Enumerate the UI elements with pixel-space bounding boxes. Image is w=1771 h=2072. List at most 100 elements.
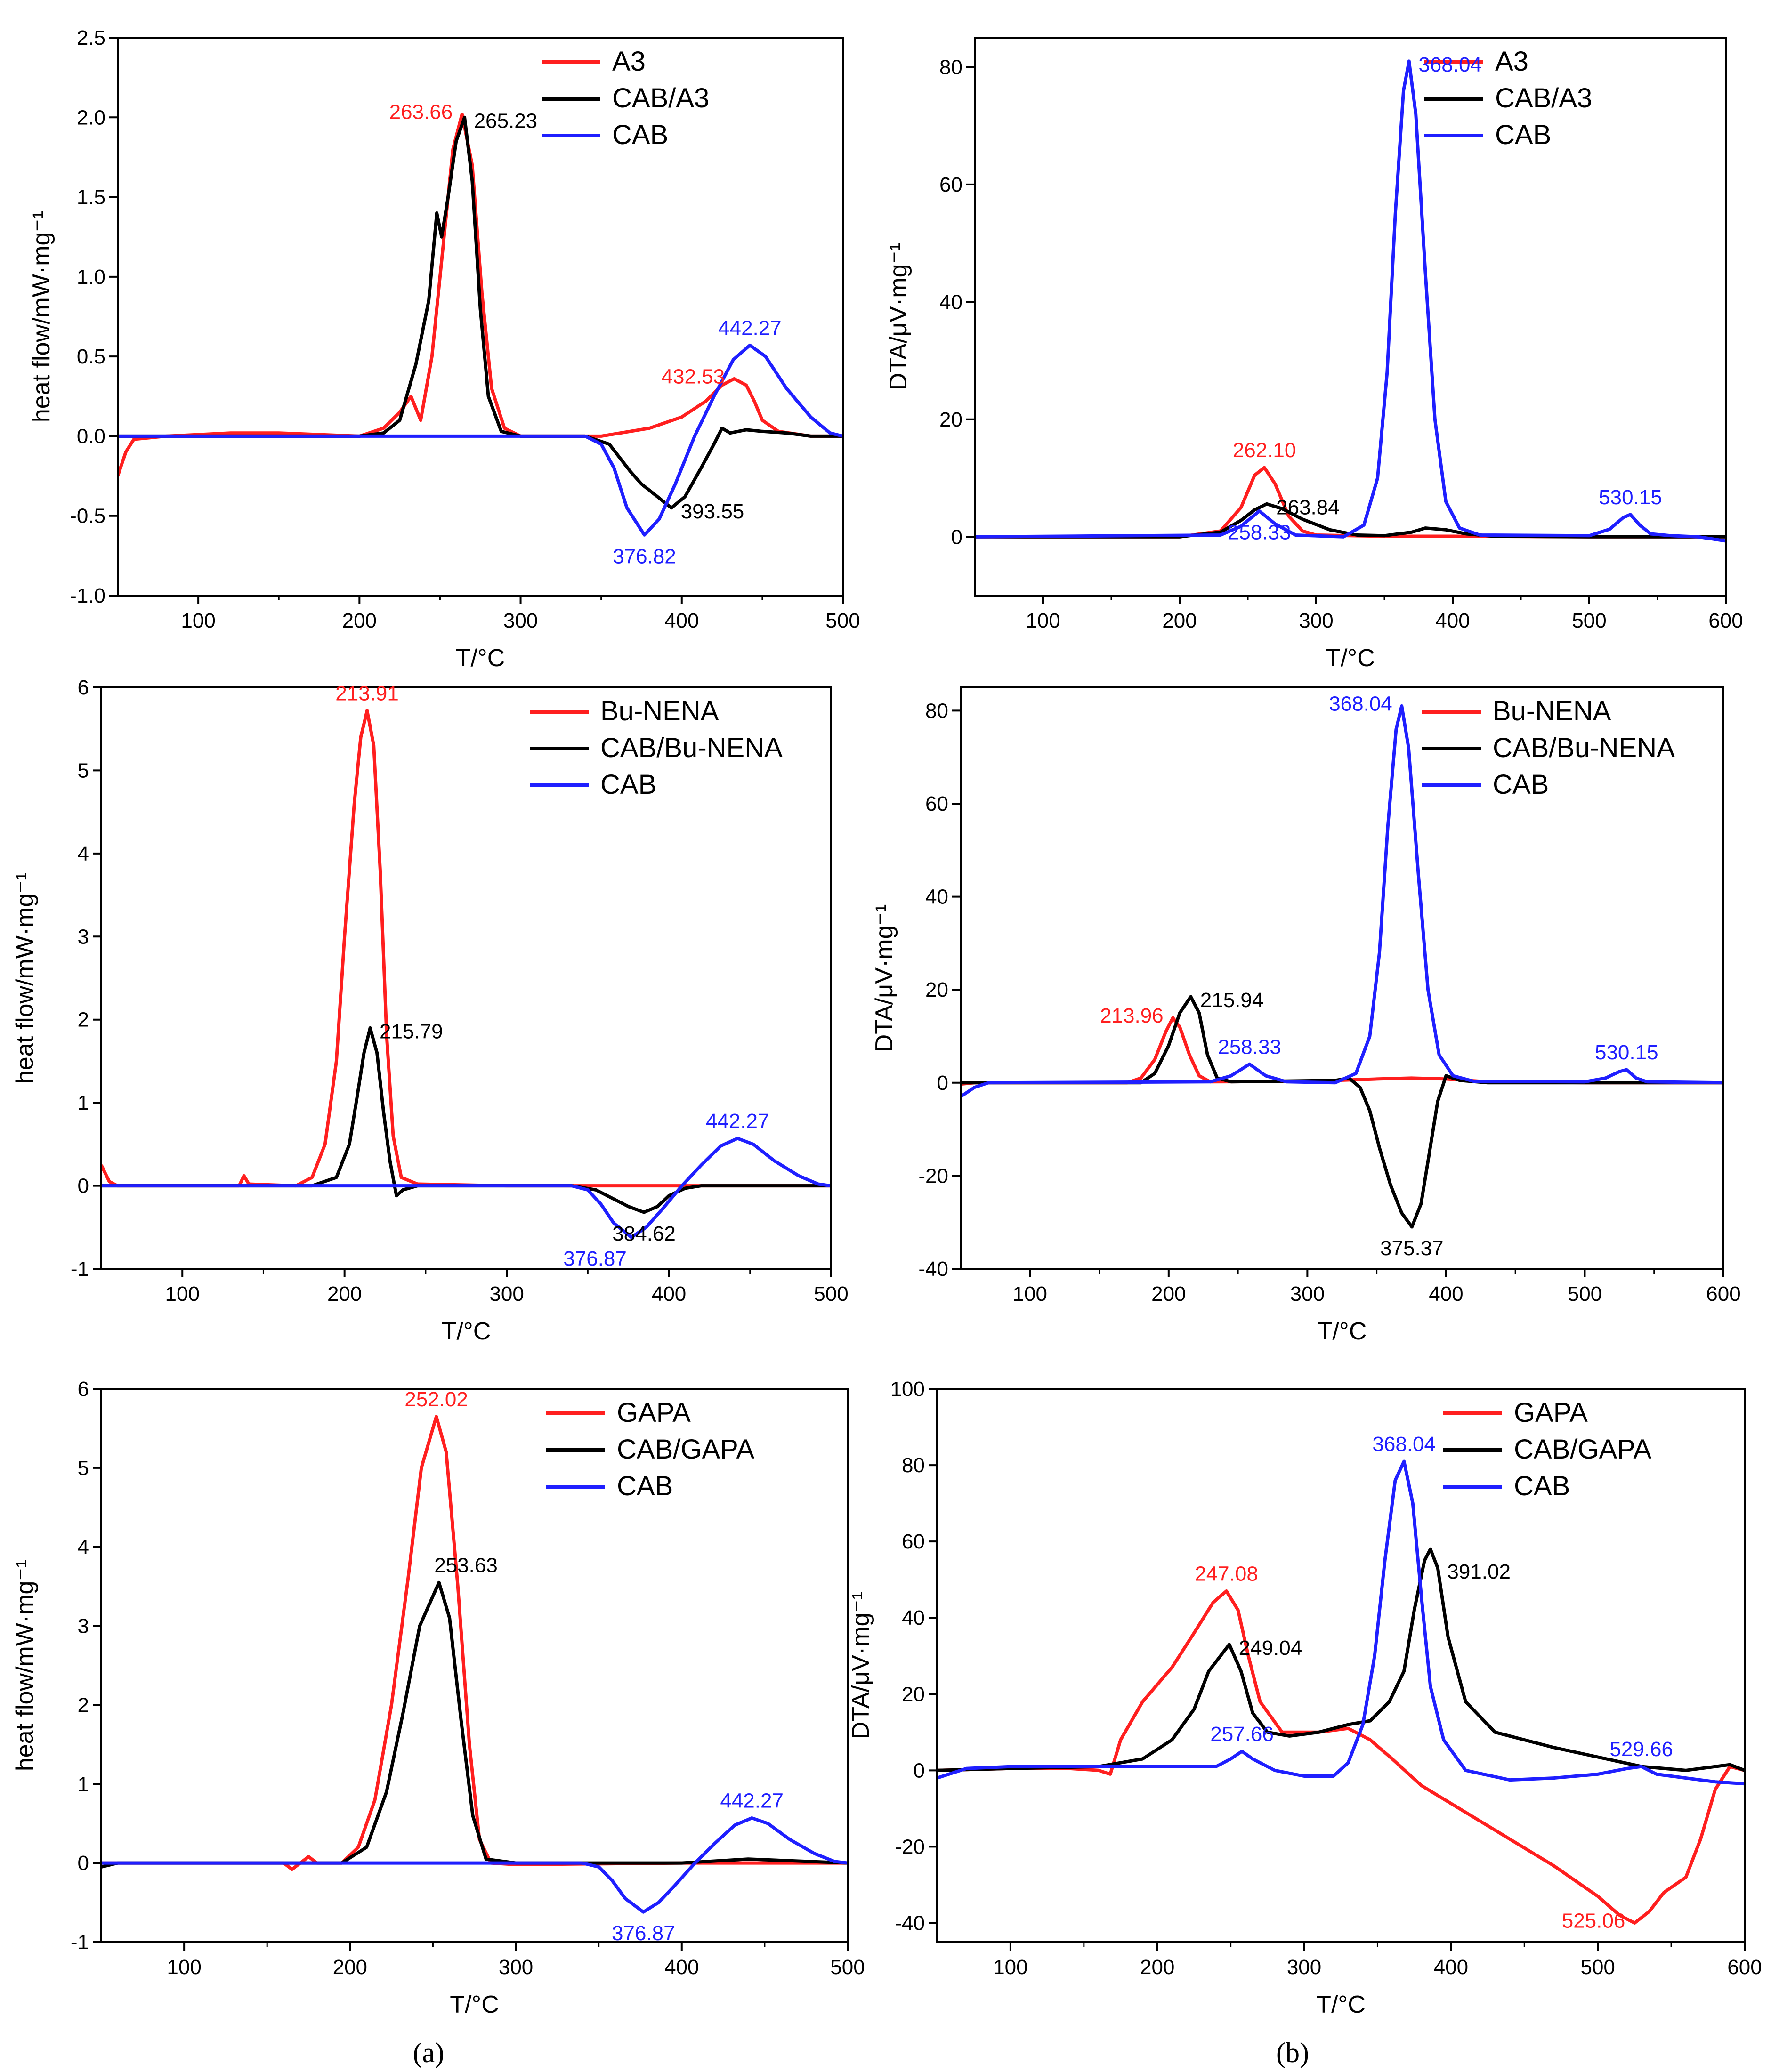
- x-tick-label: 500: [825, 609, 860, 632]
- y-tick-label: -1: [71, 1258, 89, 1281]
- peak-annotation: 375.37: [1380, 1237, 1444, 1260]
- y-axis-label: heat flow/mW·mg⁻¹: [11, 1560, 39, 1771]
- series-line-cab-gapa: [937, 1547, 1745, 1772]
- series-group: [101, 1415, 848, 1914]
- series-line-cab-bu-nena: [101, 1026, 831, 1214]
- y-tick-label: 5: [78, 759, 89, 782]
- peak-annotation: 258.33: [1228, 521, 1291, 544]
- plot-frame: [100, 686, 832, 1270]
- legend-label: CAB/GAPA: [1514, 1434, 1652, 1465]
- x-axis-label: T/°C: [442, 1318, 491, 1345]
- peak-annotation: 258.33: [1218, 1035, 1281, 1058]
- x-tick-label: 500: [1568, 1282, 1602, 1306]
- plot-frame: [100, 1388, 849, 1943]
- series-line-bu-nena: [101, 709, 831, 1188]
- y-tick-label: 2: [78, 1693, 89, 1717]
- legend-label: CAB: [612, 120, 668, 150]
- peak-annotation: 215.94: [1200, 989, 1264, 1012]
- peak-annotation: 529.66: [1609, 1738, 1673, 1761]
- y-axis-label: DTA/μV·mg⁻¹: [871, 904, 898, 1052]
- legend-label: Bu-NENA: [600, 696, 719, 726]
- peak-annotation: 249.04: [1239, 1637, 1302, 1660]
- series-line-cab: [101, 1816, 848, 1914]
- y-tick-label: 4: [78, 842, 89, 865]
- x-tick-label: 200: [327, 1282, 362, 1306]
- x-tick-label: 400: [1434, 1956, 1468, 1979]
- x-tick-label: 300: [1287, 1956, 1321, 1979]
- y-tick-label: -0.5: [70, 505, 105, 528]
- y-axis-label: heat flow/mW·mg⁻¹: [28, 211, 55, 422]
- x-tick-label: 100: [1026, 609, 1060, 632]
- series-group: [937, 1459, 1745, 1925]
- y-axis-label: DTA/μV·mg⁻¹: [885, 243, 912, 391]
- legend-label: CAB: [1495, 120, 1551, 150]
- y-tick-label: 20: [902, 1683, 925, 1706]
- y-axis-label: DTA/μV·mg⁻¹: [847, 1592, 874, 1740]
- x-tick-label: 300: [499, 1956, 533, 1979]
- x-tick-label: 300: [1290, 1282, 1325, 1306]
- legend-label: CAB/A3: [1495, 83, 1592, 113]
- series-line-a3: [975, 466, 1726, 539]
- x-tick-label: 500: [1580, 1956, 1615, 1979]
- peak-annotation: 384.62: [612, 1222, 676, 1245]
- y-tick-label: 40: [939, 290, 962, 314]
- legend-label: CAB/Bu-NENA: [1493, 733, 1675, 763]
- x-tick-label: 600: [1708, 609, 1743, 632]
- plot-frame: [960, 686, 1724, 1270]
- y-tick-label: 0: [78, 1852, 89, 1875]
- peak-annotation: 247.08: [1195, 1562, 1258, 1585]
- series-line-gapa: [101, 1415, 848, 1871]
- series-group: [975, 59, 1726, 543]
- x-tick-label: 300: [1299, 609, 1333, 632]
- y-tick-label: 100: [890, 1378, 925, 1401]
- x-tick-label: 200: [1162, 609, 1197, 632]
- y-tick-label: 0: [914, 1759, 925, 1782]
- x-tick-label: 200: [342, 609, 377, 632]
- x-tick-label: 100: [181, 609, 215, 632]
- legend-label: CAB: [1514, 1471, 1570, 1501]
- legend-label: CAB/A3: [612, 83, 709, 113]
- y-tick-label: -40: [895, 1911, 925, 1935]
- legend-label: GAPA: [1514, 1397, 1588, 1428]
- peak-annotation: 376.82: [613, 545, 676, 568]
- y-tick-label: 3: [78, 925, 89, 948]
- series-line-a3: [118, 113, 843, 477]
- x-tick-label: 100: [167, 1956, 201, 1979]
- y-tick-label: 60: [939, 173, 962, 196]
- panel-a1-heat-flow-a3: 100 200 300 400 500 -1.0 -0.5 0.0 0.5 1.0 1.5 2.0 2.…: [28, 26, 860, 672]
- series-line-cab: [937, 1459, 1745, 1786]
- peak-annotation: 432.53: [662, 365, 725, 388]
- x-tick-label: 200: [1151, 1282, 1186, 1306]
- series-line-cab: [961, 704, 1723, 1098]
- x-tick-label: 600: [1706, 1282, 1740, 1306]
- series-group: [118, 113, 843, 537]
- x-tick-label: 400: [664, 1956, 699, 1979]
- peak-annotation: 391.02: [1447, 1560, 1511, 1583]
- x-tick-label: 100: [993, 1956, 1027, 1979]
- y-tick-label: 5: [78, 1457, 89, 1480]
- y-tick-label: 6: [78, 1378, 89, 1401]
- x-tick-label: 500: [1572, 609, 1606, 632]
- peak-annotation: 263.66: [389, 101, 453, 124]
- panel-a2-heat-flow-bu-nena: 100 200 300 400 500 -1 0 1 2 3 4 5 6 T/°C heat flow/mW…: [11, 676, 849, 1345]
- y-tick-label: -1: [71, 1931, 89, 1954]
- peak-annotation: 253.63: [434, 1554, 498, 1577]
- peak-annotation: 442.27: [706, 1110, 769, 1133]
- legend-label: A3: [1495, 46, 1528, 77]
- y-tick-label: 0.5: [77, 345, 105, 368]
- x-tick-label: 600: [1727, 1956, 1762, 1979]
- panel-b3-dta-gapa: 100 200 300 400 500 600 -40 -20 0 20 40 60 80 100 T/°C…: [847, 1378, 1762, 2018]
- x-tick-label: 300: [503, 609, 538, 632]
- legend-label: CAB: [600, 769, 656, 800]
- peak-annotation: 376.87: [612, 1922, 675, 1945]
- series-line-cab-gapa: [101, 1580, 848, 1869]
- peak-annotation: 257.66: [1210, 1723, 1274, 1746]
- y-tick-label: 2.5: [77, 26, 105, 49]
- y-tick-label: 20: [925, 978, 948, 1001]
- plot-frame: [936, 1388, 1746, 1943]
- x-tick-label: 100: [1013, 1282, 1047, 1306]
- y-tick-label: 1: [78, 1773, 89, 1796]
- peak-annotation: 530.15: [1599, 486, 1662, 509]
- x-tick-label: 100: [165, 1282, 200, 1306]
- y-axis-label: heat flow/mW·mg⁻¹: [11, 872, 39, 1084]
